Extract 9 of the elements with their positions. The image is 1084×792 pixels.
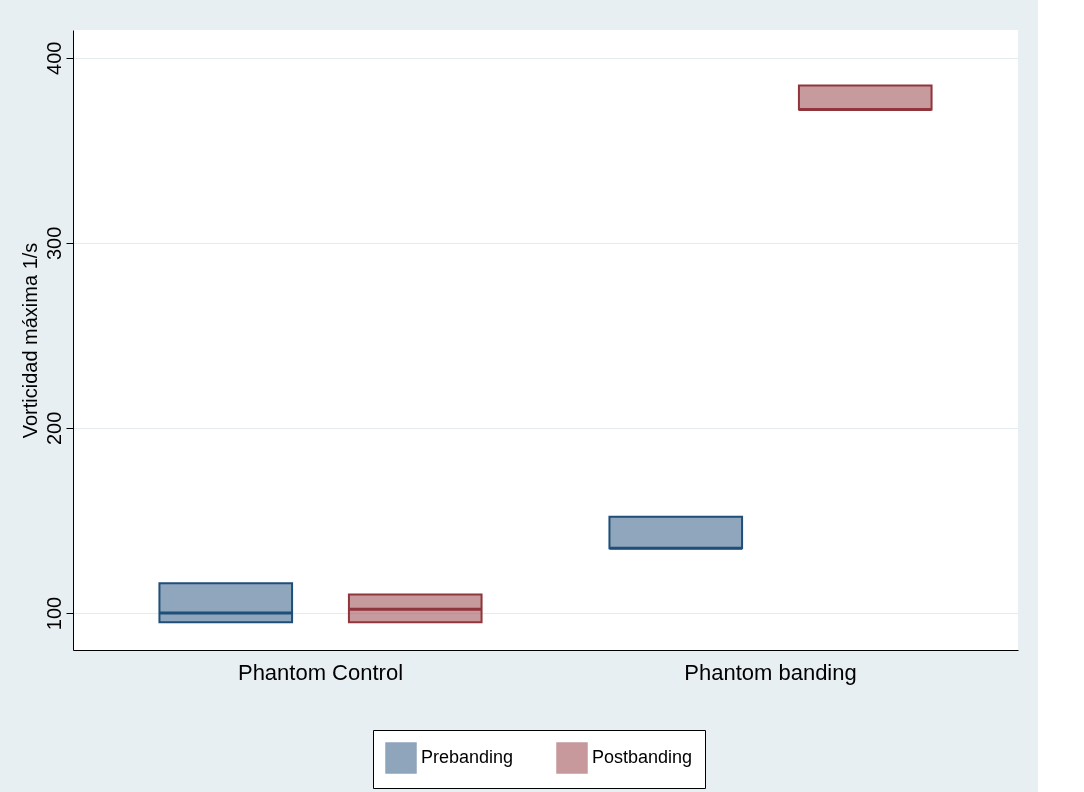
x-tick-label: Phantom Control — [237, 659, 404, 685]
y-tick-label: 400 — [42, 41, 65, 75]
y-tick-label: 100 — [42, 596, 65, 631]
y-axis-title: Vorticidad máxima 1/s — [18, 242, 41, 439]
y-tick-label: 200 — [42, 411, 65, 446]
legend-label: Postbanding — [592, 747, 693, 767]
legend-label: Prebanding — [421, 747, 514, 767]
y-tick-label: 300 — [42, 226, 65, 261]
x-tick-label: Phantom banding — [684, 659, 857, 685]
